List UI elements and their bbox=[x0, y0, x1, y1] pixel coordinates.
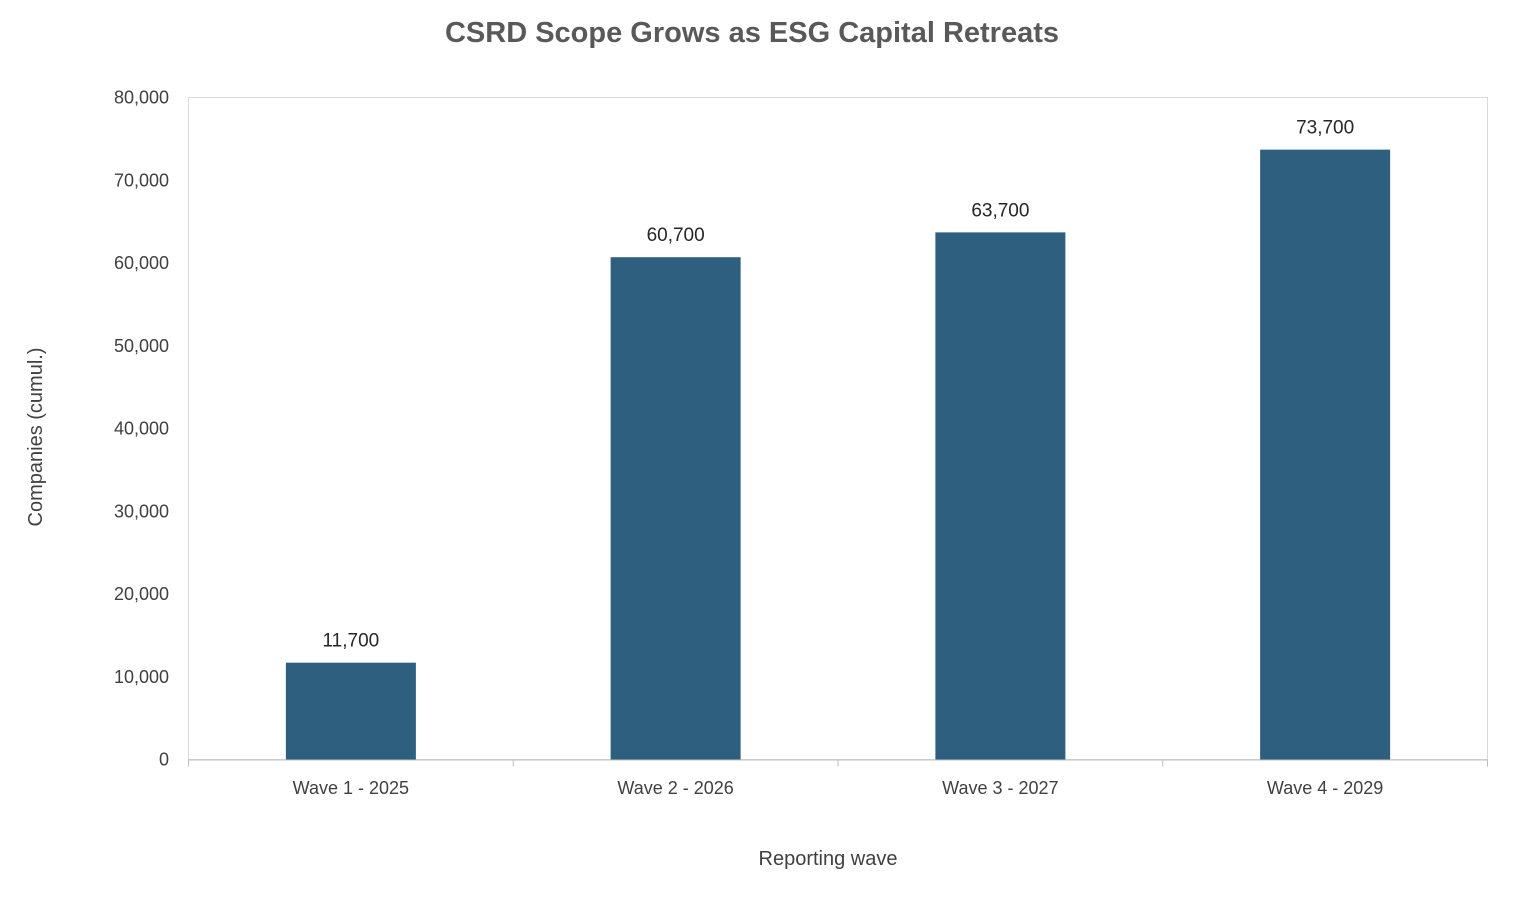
x-axis-title: Reporting wave bbox=[759, 848, 898, 870]
y-tick-label: 40,000 bbox=[114, 419, 169, 439]
data-label-3: 63,700 bbox=[971, 200, 1029, 221]
y-tick-label: 70,000 bbox=[114, 170, 169, 190]
chart-title: CSRD Scope Grows as ESG Capital Retreats bbox=[445, 17, 1059, 49]
y-tick-label: 20,000 bbox=[114, 584, 169, 604]
data-label-4: 73,700 bbox=[1296, 118, 1354, 139]
bar-4 bbox=[1260, 149, 1391, 760]
bar-2 bbox=[610, 257, 741, 760]
data-labels-group: 11,700 60,700 63,700 73,700 bbox=[323, 118, 1355, 652]
data-label-2: 60,700 bbox=[647, 225, 705, 246]
x-tick-label: Wave 2 - 2026 bbox=[617, 778, 733, 798]
y-axis-title: Companies (cumul.) bbox=[25, 348, 47, 527]
x-tick-label: Wave 3 - 2027 bbox=[942, 778, 1058, 798]
bars-group bbox=[285, 149, 1391, 760]
y-tick-label: 0 bbox=[159, 750, 169, 770]
y-tick-label: 30,000 bbox=[114, 501, 169, 521]
data-label-1: 11,700 bbox=[323, 631, 380, 652]
x-tick-label: Wave 1 - 2025 bbox=[293, 778, 409, 798]
y-tick-label: 50,000 bbox=[114, 336, 169, 356]
y-axis: 0 10,000 20,000 30,000 40,000 50,000 60,000 70,… bbox=[114, 88, 169, 770]
bar-3 bbox=[935, 232, 1066, 760]
bar-1 bbox=[285, 662, 416, 760]
x-axis: Wave 1 - 2025 Wave 2 - 2026 Wave 3 - 2027 W… bbox=[188, 759, 1488, 798]
y-tick-label: 80,000 bbox=[114, 88, 169, 108]
x-tick-label: Wave 4 - 2029 bbox=[1267, 778, 1383, 798]
y-tick-label: 60,000 bbox=[114, 253, 169, 273]
y-tick-label: 10,000 bbox=[114, 667, 169, 687]
